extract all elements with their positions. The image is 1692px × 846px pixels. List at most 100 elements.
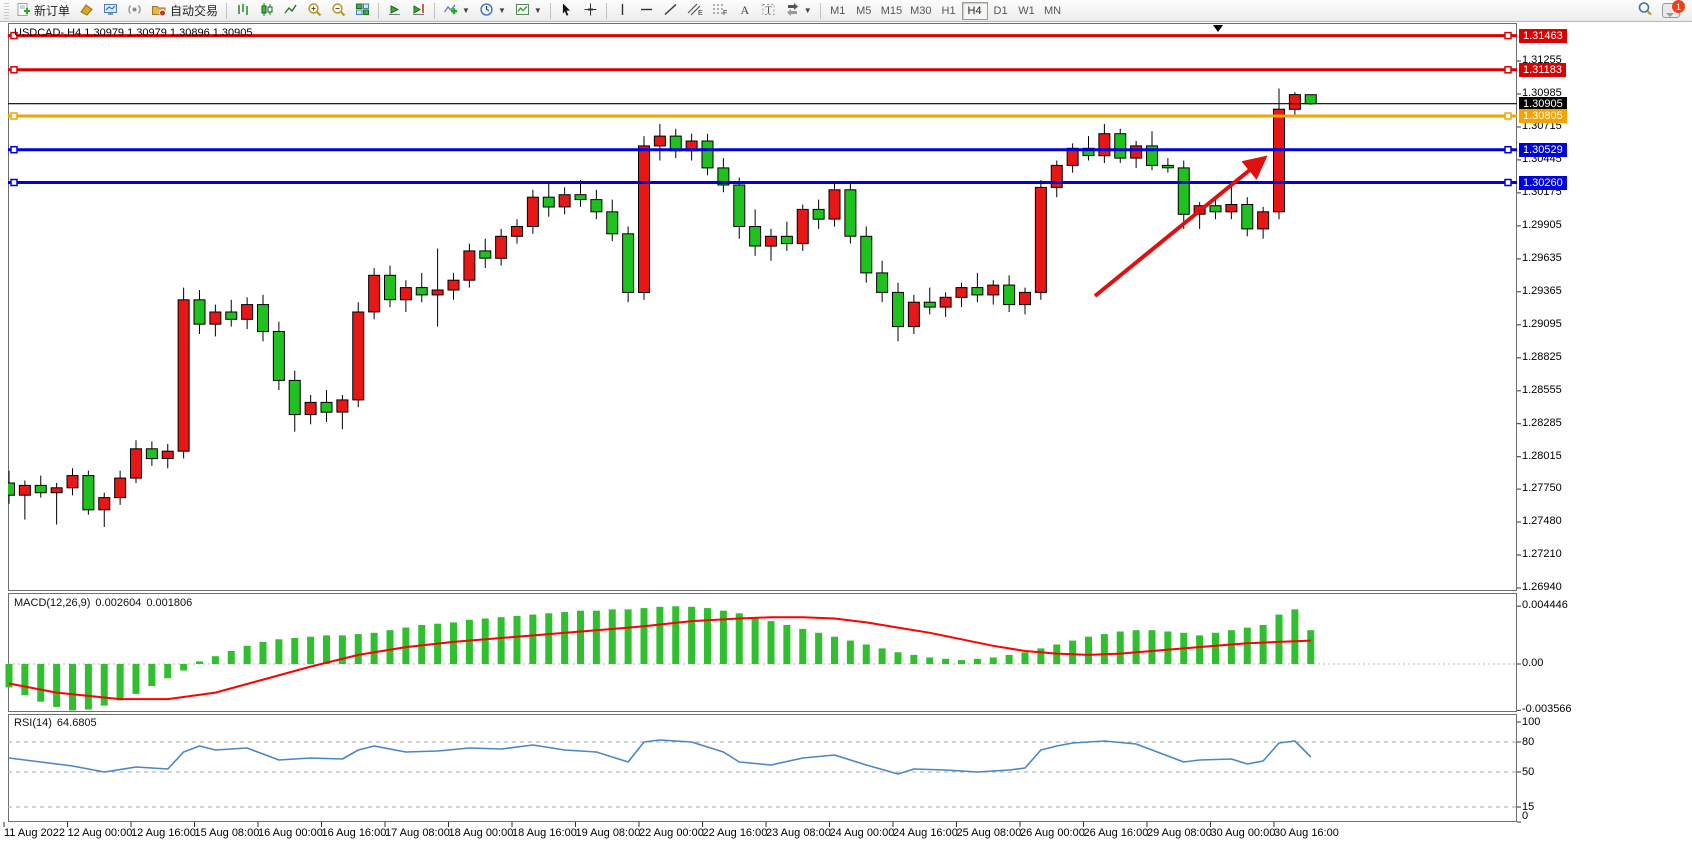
zoom-out-button[interactable] [327,1,350,21]
auto-scroll-icon [387,2,402,20]
bars-chart-button[interactable] [231,1,254,21]
line-chart-button[interactable] [279,1,302,21]
time-axis-label: 22 Aug 16:00 [702,827,768,839]
notifications-button[interactable]: 1 [1658,0,1685,21]
channel-button[interactable]: E [683,1,707,21]
candles-chart-button[interactable] [255,1,278,21]
channel-icon: E [687,2,703,20]
chart-shift-button[interactable] [407,1,430,21]
rsi-tick-label: 100 [1522,716,1541,728]
timeframe-button-m5[interactable]: M5 [856,4,872,17]
rsi-panel[interactable] [8,714,1517,822]
price-tick-label: 1.26940 [1522,580,1562,593]
macd-signal-value: 0.001806 [146,597,193,609]
price-tick-label: 1.27750 [1522,482,1562,495]
periods-button[interactable]: ▼ [475,1,510,21]
rsi-tick-label: 0 [1522,810,1529,822]
cursor-icon [559,2,574,20]
zoom-in-button[interactable] [303,1,326,21]
chat-bubble-icon: 1 [1662,0,1685,18]
trendline-icon [663,2,678,20]
timeframe-button-w1[interactable]: W1 [1018,4,1035,17]
dropdown-caret: ▼ [462,6,470,15]
svg-text:E: E [698,10,703,17]
bars-chart-icon [235,2,250,20]
text-icon: A [737,2,752,20]
time-axis-label: 30 Aug 00:00 [1210,827,1276,839]
price-tick-label: 1.29365 [1522,284,1562,297]
time-axis-label: 30 Aug 16:00 [1274,827,1339,839]
toolbar: 新订单 自动交易 [0,0,1692,22]
timeframe-button-h1[interactable]: H1 [941,4,956,17]
time-axis-label: 29 Aug 08:00 [1147,827,1212,839]
crosshair-icon [583,2,598,20]
main-chart-panel[interactable] [8,23,1517,591]
dropdown-caret: ▼ [533,6,542,15]
rsi-name: RSI(14) [14,717,52,729]
timeframe-button-m30[interactable]: M30 [910,4,932,17]
rsi-tick-label: 50 [1522,766,1535,778]
templates-button[interactable]: ▼ [511,1,546,21]
price-tick-label: 1.29095 [1522,317,1562,330]
trendline-button[interactable] [659,1,682,21]
new-order-icon [16,2,31,20]
time-axis-label: 25 Aug 08:00 [956,827,1022,839]
dropdown-caret: ▼ [803,6,812,15]
macd-value: 0.002604 [95,597,142,609]
autotrade-label: 自动交易 [170,4,219,18]
autotrade-icon [151,2,167,20]
time-axis-label: 17 Aug 08:00 [385,827,450,839]
clock-icon [479,2,494,20]
price-line-badge: 1.31183 [1519,62,1566,77]
timeframe-button-h4[interactable]: H4 [961,1,988,20]
auto-scroll-button[interactable] [383,1,406,21]
timeframe-button-d1[interactable]: D1 [993,4,1008,17]
signals-button[interactable] [123,1,146,21]
fibonacci-button[interactable]: F [708,1,732,21]
gold-chart-icon [79,2,94,20]
crosshair-button[interactable] [579,1,602,21]
indicators-button[interactable]: ▼ [439,1,474,21]
time-axis-label: 26 Aug 00:00 [1020,827,1085,839]
time-axis-label: 23 Aug 08:00 [766,827,831,839]
time-axis-label: 12 Aug 00:00 [67,827,133,839]
new-order-button[interactable]: 新订单 [12,1,74,21]
shapes-button[interactable]: ▼ [781,1,816,21]
time-axis-label: 24 Aug 00:00 [829,827,895,839]
svg-text:F: F [723,10,727,17]
macd-tick-label: -0.003566 [1522,703,1572,716]
timeframe-button-m1[interactable]: M1 [830,4,846,17]
price-line-badge: 1.30905 [1519,96,1567,111]
new-chart-button[interactable] [75,1,98,21]
price-tick-label: 1.29635 [1522,251,1562,264]
candles-chart-icon [259,2,274,20]
cursor-button[interactable] [555,1,578,21]
zoom-out-icon [331,2,346,20]
macd-label: MACD(12,26,9) 0.002604 0.001806 [14,597,197,609]
terminal-icon [103,2,118,20]
search-button[interactable] [1633,1,1657,21]
price-tick-label: 1.28825 [1522,350,1562,363]
time-axis-label: 22 Aug 00:00 [639,827,704,839]
macd-panel[interactable] [8,593,1517,712]
price-line-badge: 1.30805 [1519,108,1567,123]
tile-windows-button[interactable] [351,1,374,21]
toolbar-grip[interactable] [4,2,9,19]
toolbar-separator [434,2,436,19]
hline-button[interactable] [635,1,658,21]
label-button[interactable]: T [757,1,780,21]
terminal-button[interactable] [99,1,122,21]
rsi-tick-label: 80 [1522,736,1535,748]
timeframe-button-mn[interactable]: MN [1043,4,1062,17]
autotrade-button[interactable]: 自动交易 [147,1,222,21]
vline-button[interactable] [611,1,634,21]
time-axis-label: 18 Aug 16:00 [512,827,577,839]
time-axis-label: 16 Aug 00:00 [258,827,323,839]
macd-tick-label: 0.00 [1522,657,1544,669]
toolbar-separator [819,2,821,19]
timeframe-button-m15[interactable]: M15 [880,4,903,17]
line-chart-icon [283,2,298,20]
text-button[interactable]: A [733,1,756,21]
new-order-label: 新订单 [34,4,71,18]
vline-icon [615,2,630,20]
